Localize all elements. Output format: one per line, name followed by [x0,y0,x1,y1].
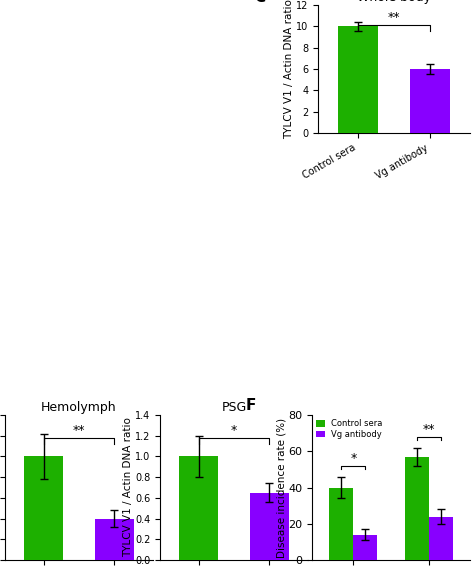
Text: *: * [231,424,237,437]
Bar [329,487,354,560]
Bar [179,456,218,560]
Y-axis label: TYLCV V1 / Actin DNA ratio: TYLCV V1 / Actin DNA ratio [284,0,294,139]
Text: F: F [246,397,256,413]
Bar [428,517,453,560]
Text: **: ** [422,423,435,436]
Text: C: C [254,0,265,5]
Text: **: ** [388,11,400,24]
Title: PSG: PSG [221,401,246,414]
Bar [250,492,289,560]
Bar [24,456,63,560]
Title: Whole body: Whole body [357,0,431,4]
Y-axis label: TYLCV V1 / Actin DNA ratio: TYLCV V1 / Actin DNA ratio [124,418,134,558]
Bar [354,535,377,560]
Title: Hemolymph: Hemolymph [41,401,117,414]
Text: **: ** [73,424,85,437]
Bar [404,457,428,560]
Bar [338,27,378,133]
Text: *: * [350,452,356,465]
Bar [95,518,134,560]
Y-axis label: Disease incidence rate (%): Disease incidence rate (%) [277,418,287,558]
Legend: Control sera, Vg antibody: Control sera, Vg antibody [316,419,383,439]
Bar [410,69,450,133]
